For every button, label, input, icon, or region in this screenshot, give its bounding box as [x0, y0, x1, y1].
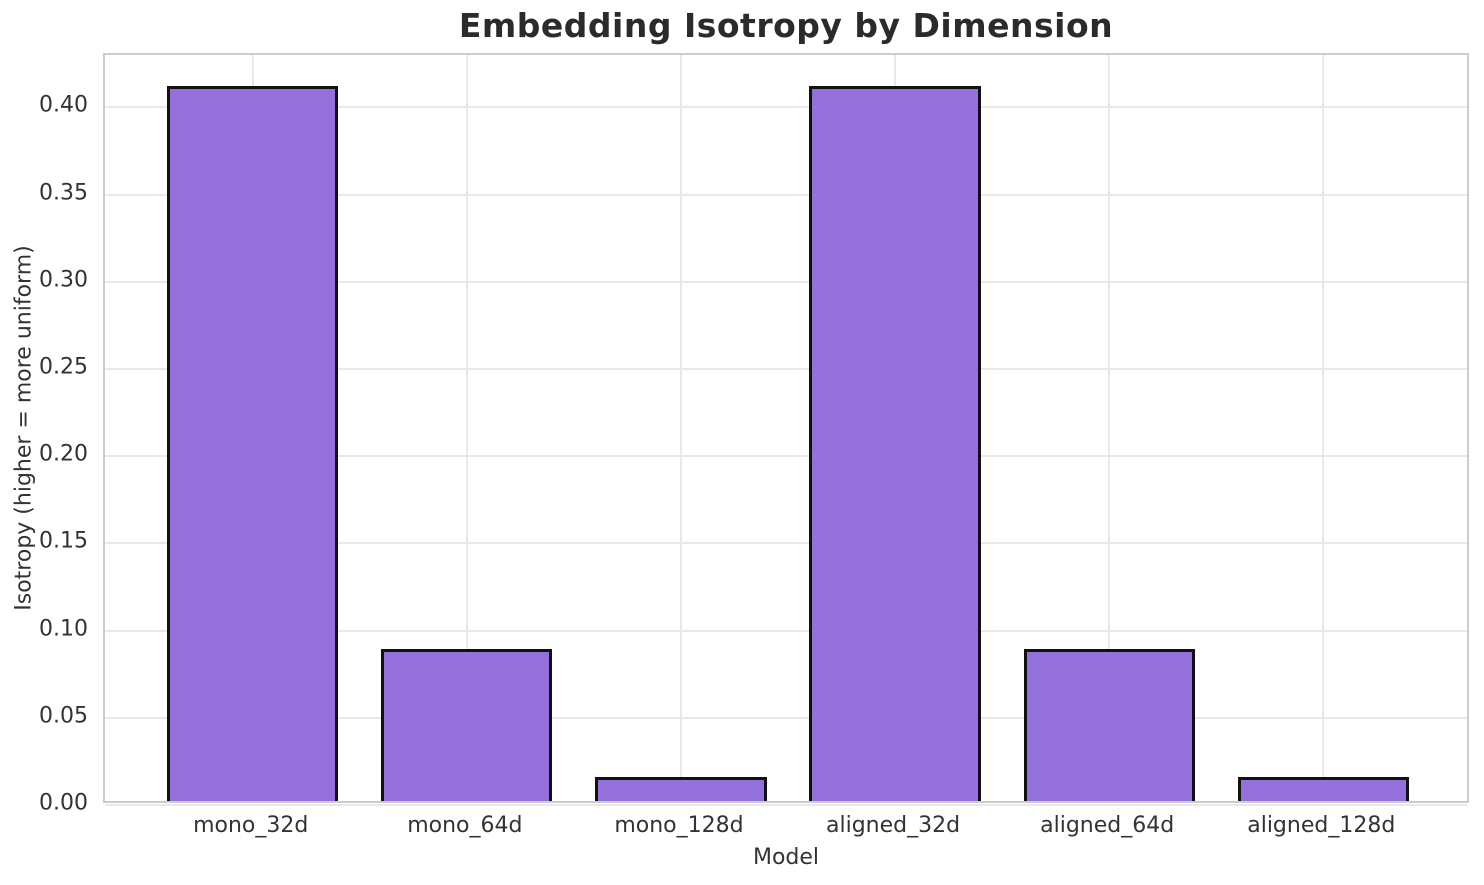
bar-mono_128d [595, 776, 767, 801]
y-tick-label: 0.05 [39, 703, 88, 729]
y-tick-label: 0.20 [39, 441, 88, 467]
bar-aligned_128d [1237, 776, 1409, 801]
y-tick-label: 0.30 [39, 267, 88, 293]
v-gridline [679, 55, 682, 801]
h-gridline [105, 542, 1467, 545]
x-axis-label: Model [752, 845, 820, 870]
x-tick-label: aligned_128d [1247, 813, 1396, 838]
v-gridline [1108, 55, 1111, 801]
h-gridline [105, 629, 1467, 632]
y-tick-label: 0.25 [39, 354, 88, 380]
h-gridline [105, 193, 1467, 196]
x-tick-label: mono_128d [614, 813, 744, 838]
bar-mono_64d [381, 649, 553, 801]
y-axis-label: Isotropy (higher = more uniform) [11, 245, 37, 611]
h-gridline [105, 804, 1467, 806]
x-tick-label: aligned_64d [1040, 813, 1175, 838]
bar-aligned_64d [1023, 649, 1195, 801]
v-gridline [1322, 55, 1325, 801]
v-gridline [465, 55, 468, 801]
h-gridline [105, 716, 1467, 719]
bar-aligned_32d [809, 85, 981, 801]
h-gridline [105, 367, 1467, 370]
y-tick-label: 0.40 [39, 92, 88, 118]
x-tick-label: mono_64d [407, 813, 523, 838]
y-tick-label: 0.15 [39, 528, 88, 554]
h-gridline [105, 280, 1467, 283]
x-tick-label: mono_32d [193, 813, 309, 838]
plot-area [103, 53, 1469, 806]
x-tick-label: aligned_32d [826, 813, 961, 838]
y-tick-label: 0.10 [39, 616, 88, 642]
chart-title: Embedding Isotropy by Dimension [458, 6, 1114, 45]
h-gridline [105, 455, 1467, 458]
y-tick-label: 0.00 [39, 790, 88, 816]
bar-mono_32d [167, 85, 339, 801]
h-gridline [105, 106, 1467, 109]
y-tick-label: 0.35 [39, 180, 88, 206]
